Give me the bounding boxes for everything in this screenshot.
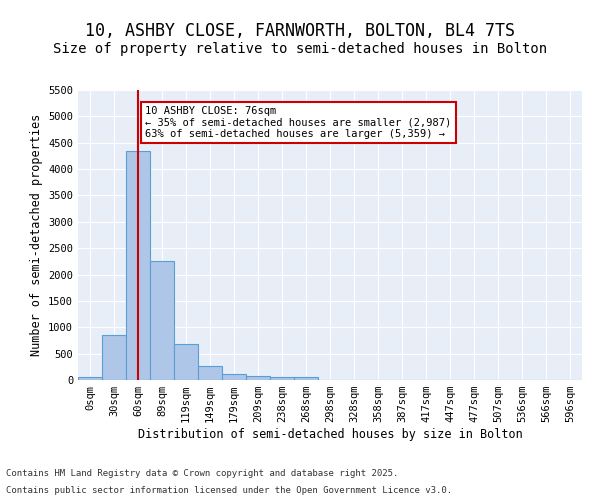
Bar xyxy=(150,262,174,380)
Text: Size of property relative to semi-detached houses in Bolton: Size of property relative to semi-detach… xyxy=(53,42,547,56)
Text: Contains public sector information licensed under the Open Government Licence v3: Contains public sector information licen… xyxy=(6,486,452,495)
Bar xyxy=(222,374,246,380)
Bar xyxy=(174,344,198,380)
Text: 10 ASHBY CLOSE: 76sqm
← 35% of semi-detached houses are smaller (2,987)
63% of s: 10 ASHBY CLOSE: 76sqm ← 35% of semi-deta… xyxy=(145,106,451,139)
Bar xyxy=(294,378,318,380)
Y-axis label: Number of semi-detached properties: Number of semi-detached properties xyxy=(29,114,43,356)
Text: Contains HM Land Registry data © Crown copyright and database right 2025.: Contains HM Land Registry data © Crown c… xyxy=(6,468,398,477)
Bar xyxy=(126,150,150,380)
Bar xyxy=(198,366,222,380)
X-axis label: Distribution of semi-detached houses by size in Bolton: Distribution of semi-detached houses by … xyxy=(137,428,523,441)
Bar xyxy=(78,378,102,380)
Text: 10, ASHBY CLOSE, FARNWORTH, BOLTON, BL4 7TS: 10, ASHBY CLOSE, FARNWORTH, BOLTON, BL4 … xyxy=(85,22,515,40)
Bar xyxy=(246,376,270,380)
Bar xyxy=(102,335,126,380)
Bar xyxy=(270,378,294,380)
